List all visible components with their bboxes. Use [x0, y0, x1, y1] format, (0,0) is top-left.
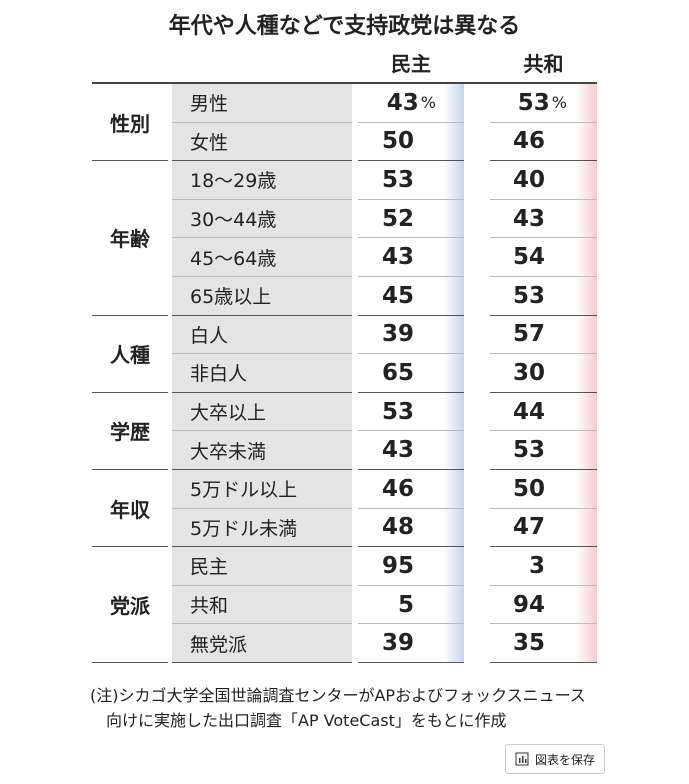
value-cell: 39 — [358, 624, 464, 663]
value: 44 — [512, 398, 545, 425]
value: 43 — [381, 437, 414, 464]
group-label: 年収 — [92, 470, 168, 548]
value-cell: 47 — [490, 508, 597, 548]
value-cell: 43 — [358, 238, 464, 277]
value: 48 — [381, 514, 414, 541]
group-label: 人種 — [92, 316, 168, 393]
value: 94 — [512, 591, 545, 618]
value: 50 — [381, 128, 414, 155]
row-label: 非白人 — [172, 354, 352, 393]
value-cell: 43% — [358, 84, 464, 123]
value-cell: 50 — [490, 470, 597, 509]
value: 43 — [512, 205, 545, 232]
value-cell: 48 — [358, 508, 464, 548]
row-label: 18～29歳 — [172, 161, 352, 200]
value: 39 — [381, 321, 414, 348]
table-top-line — [92, 82, 597, 84]
value: 39 — [381, 630, 414, 657]
value: 53 — [381, 166, 414, 193]
column-header: 民主 — [391, 52, 431, 76]
value: 30 — [512, 359, 545, 386]
value-cell: 40 — [490, 161, 597, 200]
chart-icon — [515, 752, 529, 766]
value-cell: 46 — [358, 470, 464, 509]
row-label: 白人 — [172, 315, 352, 355]
footnote: (注)シカゴ大学全国世論調査センターがAPおよびフォックスニュース — [90, 686, 586, 705]
value-cell: 95 — [358, 547, 464, 586]
value-cell: 57 — [490, 315, 597, 355]
value: 53 — [512, 437, 545, 464]
row-label: 共和 — [172, 585, 352, 625]
row-label: 65歳以上 — [172, 277, 352, 316]
unit: % — [420, 93, 436, 113]
value-cell: 65 — [358, 354, 464, 393]
group-label: 学歴 — [92, 393, 168, 470]
value: 5 — [397, 591, 414, 618]
unit: % — [551, 93, 567, 113]
value: 50 — [512, 475, 545, 502]
group-text: 年収 — [110, 497, 150, 522]
save-button[interactable]: 図表を保存 — [505, 744, 605, 774]
value: 53 — [381, 398, 414, 425]
value: 57 — [512, 321, 545, 348]
group-text: 年齢 — [110, 227, 150, 252]
value-cell: 43 — [358, 431, 464, 470]
value: 65 — [381, 359, 414, 386]
row-label: 45～64歳 — [172, 238, 352, 277]
row-label: 民主 — [172, 547, 352, 586]
row-label: 無党派 — [172, 624, 352, 663]
title: 年代や人種などで支持政党は異なる — [168, 14, 521, 39]
row-label: 大卒以上 — [172, 392, 352, 432]
value-cell: 5 — [358, 585, 464, 625]
group-text: 党派 — [110, 594, 150, 619]
value-cell: 53 — [358, 392, 464, 432]
group-label: 年齢 — [92, 161, 168, 316]
value: 47 — [512, 514, 545, 541]
value-cell: 39 — [358, 315, 464, 355]
group-text: 性別 — [110, 111, 150, 136]
value-cell: 94 — [490, 585, 597, 625]
value-cell: 53 — [490, 277, 597, 316]
group-text: 学歴 — [110, 420, 150, 445]
row-label: 5万ドル未満 — [172, 508, 352, 548]
row-label: 男性 — [172, 84, 352, 123]
group-label: 性別 — [92, 84, 168, 162]
row-label: 30～44歳 — [172, 199, 352, 239]
value: 40 — [512, 166, 545, 193]
group-text: 人種 — [110, 343, 150, 368]
value-cell: 54 — [490, 238, 597, 277]
value-cell: 52 — [358, 199, 464, 239]
value: 53 — [517, 89, 550, 116]
value-cell: 46 — [490, 122, 597, 162]
value-cell: 35 — [490, 624, 597, 663]
value: 46 — [512, 128, 545, 155]
button-label: 図表を保存 — [534, 752, 595, 767]
value-cell: 43 — [490, 199, 597, 239]
group-label: 党派 — [92, 547, 168, 663]
value-cell: 53 — [358, 161, 464, 200]
value-cell: 3 — [490, 547, 597, 586]
row-label: 大卒未満 — [172, 431, 352, 470]
value-cell: 53 — [490, 431, 597, 470]
value: 52 — [381, 205, 414, 232]
row-label: 5万ドル以上 — [172, 470, 352, 509]
row-label: 女性 — [172, 122, 352, 162]
value-cell: 53% — [490, 84, 597, 123]
value: 43 — [381, 244, 414, 271]
value: 35 — [512, 630, 545, 657]
value: 53 — [512, 282, 545, 309]
column-header: 共和 — [523, 52, 564, 76]
value-cell: 45 — [358, 277, 464, 316]
value: 54 — [512, 244, 545, 271]
value-cell: 30 — [490, 354, 597, 393]
value: 3 — [528, 552, 545, 579]
value-cell: 50 — [358, 122, 464, 162]
value: 95 — [381, 552, 414, 579]
value-cell: 44 — [490, 392, 597, 432]
value: 46 — [381, 475, 414, 502]
value: 43 — [386, 89, 419, 116]
value: 45 — [381, 282, 414, 309]
footnote: 向けに実施した出口調査「AP VoteCast」をもとに作成 — [106, 711, 507, 730]
